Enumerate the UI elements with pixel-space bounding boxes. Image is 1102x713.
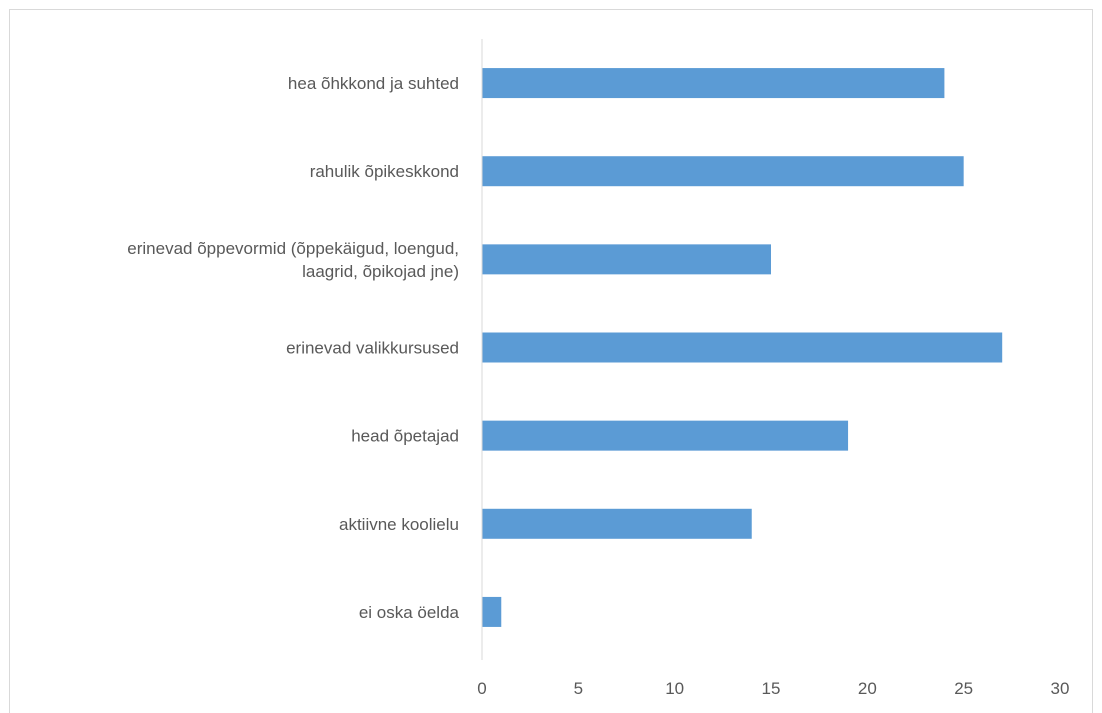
category-label-line: head õpetajad	[351, 427, 459, 446]
category-label: ei oska öelda	[359, 603, 460, 622]
category-label: head õpetajad	[351, 427, 459, 446]
x-tick-label: 30	[1051, 679, 1070, 698]
bar	[482, 244, 771, 275]
bar	[482, 332, 1003, 363]
category-label-line: erinevad õppevormid (õppekäigud, loengud…	[127, 239, 459, 258]
bar	[482, 596, 502, 627]
bar	[482, 68, 945, 99]
bar	[482, 156, 964, 187]
x-tick-label: 20	[858, 679, 877, 698]
bar	[482, 420, 849, 451]
x-tick-label: 25	[954, 679, 973, 698]
x-tick-label: 5	[574, 679, 583, 698]
category-label: erinevad valikkursused	[286, 339, 459, 358]
category-label-line: ei oska öelda	[359, 603, 460, 622]
category-label-line: rahulik õpikeskkond	[310, 162, 459, 181]
x-tick-label: 0	[477, 679, 486, 698]
category-labels: hea õhkkond ja suhted rahulik õpikeskkond…	[127, 74, 459, 622]
category-label-line: aktiivne koolielu	[339, 515, 459, 534]
x-tick-label: 10	[665, 679, 684, 698]
category-label: aktiivne koolielu	[339, 515, 459, 534]
category-label-line: laagrid, õpikojad jne)	[302, 262, 459, 281]
bar	[482, 508, 752, 539]
category-label: erinevad õppevormid (õppekäigud, loengud…	[127, 239, 459, 281]
category-label: hea õhkkond ja suhted	[288, 74, 459, 93]
category-label: rahulik õpikeskkond	[310, 162, 459, 181]
bars-group	[482, 68, 1003, 627]
x-tick-label: 15	[762, 679, 781, 698]
category-label-line: hea õhkkond ja suhted	[288, 74, 459, 93]
x-axis-tick-labels: 0 5 10 15 20 25 30	[477, 679, 1069, 698]
category-label-line: erinevad valikkursused	[286, 339, 459, 358]
